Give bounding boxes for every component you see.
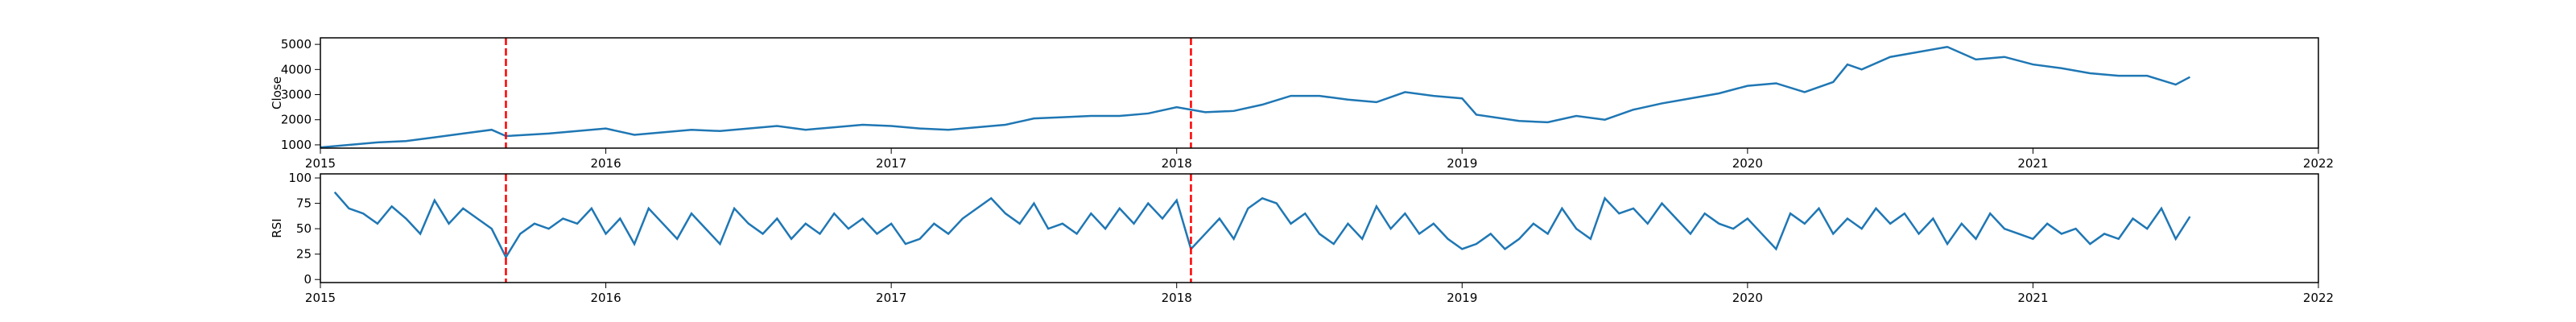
x-tick-label: 2018: [1162, 291, 1192, 305]
x-tick-label: 2021: [2017, 291, 2048, 305]
y-tick-label: 50: [296, 221, 312, 236]
x-tick-label: 2020: [1732, 291, 1763, 305]
y-axis-label: RSI: [270, 218, 284, 237]
x-tick-label: 2021: [2017, 156, 2048, 171]
x-tick-label: 2022: [2303, 156, 2334, 171]
x-tick-label: 2017: [876, 291, 906, 305]
y-axis-label: Close: [270, 76, 284, 109]
y-tick-label: 0: [303, 272, 312, 287]
y-tick-label: 100: [288, 171, 312, 185]
x-tick-label: 2019: [1447, 291, 1477, 305]
line-series: [333, 191, 2191, 260]
line-series: [320, 45, 2191, 149]
x-tick-label: 2015: [305, 291, 336, 305]
x-tick-label: 2015: [305, 156, 336, 171]
axes-frame: [320, 37, 2319, 149]
x-tick-label: 2016: [590, 156, 621, 171]
y-tick-label: 25: [296, 247, 312, 262]
x-tick-label: 2018: [1162, 156, 1192, 171]
x-tick-label: 2017: [876, 156, 906, 171]
y-tick-label: 3000: [281, 88, 312, 102]
y-tick-label: 4000: [281, 62, 312, 76]
y-tick-label: 75: [296, 196, 312, 211]
x-tick-label: 2016: [590, 291, 621, 305]
x-tick-label: 2020: [1732, 156, 1763, 171]
x-tick-label: 2019: [1447, 156, 1477, 171]
x-tick-label: 2022: [2303, 291, 2334, 305]
y-tick-label: 2000: [281, 113, 312, 127]
y-tick-label: 1000: [281, 138, 312, 152]
y-tick-label: 5000: [281, 37, 312, 52]
axes-frame: [320, 173, 2319, 283]
